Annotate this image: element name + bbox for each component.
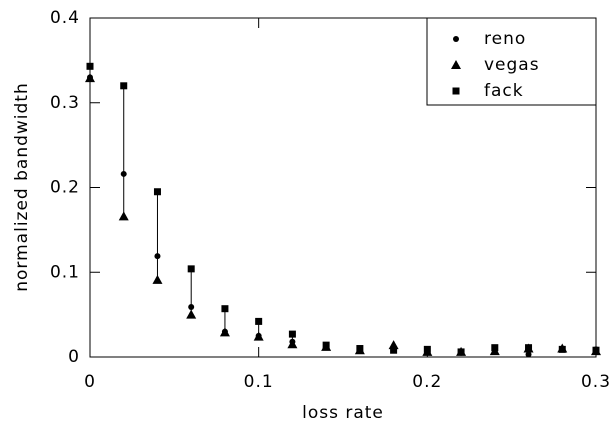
point [457, 348, 465, 356]
point [592, 346, 600, 354]
y-tick-label: 0 [68, 347, 80, 367]
point [253, 331, 264, 341]
point [120, 82, 128, 90]
point [255, 317, 263, 325]
point [85, 73, 95, 83]
x-tick-label: 0.2 [412, 372, 442, 392]
x-tick-label: 0 [84, 372, 96, 392]
point [491, 344, 499, 352]
point [288, 330, 296, 338]
point [525, 344, 533, 352]
point [120, 170, 127, 177]
point [152, 274, 163, 284]
point [219, 327, 230, 337]
point [188, 303, 195, 310]
point [86, 62, 94, 70]
point [287, 339, 298, 349]
x-tick-label: 0.1 [244, 372, 274, 392]
point [153, 188, 161, 196]
point [322, 341, 330, 349]
legend-label: reno [484, 29, 526, 49]
y-axis-label: normalized bandwidth [12, 82, 32, 292]
point [221, 305, 229, 313]
legend-label: vegas [484, 55, 540, 75]
point [558, 345, 566, 353]
y-tick-label: 0.3 [50, 93, 80, 113]
y-tick-label: 0.2 [50, 178, 80, 198]
y-tick-label: 0.4 [50, 8, 80, 28]
point [187, 265, 195, 273]
point [118, 211, 129, 221]
legend-marker [453, 36, 459, 42]
point [423, 345, 431, 353]
x-axis-label: loss rate [302, 403, 384, 423]
point [154, 253, 161, 260]
legend-label: fack [484, 81, 524, 101]
point [356, 345, 364, 353]
point [525, 351, 532, 358]
legend-marker [451, 60, 461, 69]
x-tick-label: 0.3 [581, 372, 611, 392]
y-tick-label: 0.1 [50, 262, 80, 282]
point [186, 309, 197, 319]
legend-marker [452, 87, 460, 95]
point [390, 346, 398, 354]
